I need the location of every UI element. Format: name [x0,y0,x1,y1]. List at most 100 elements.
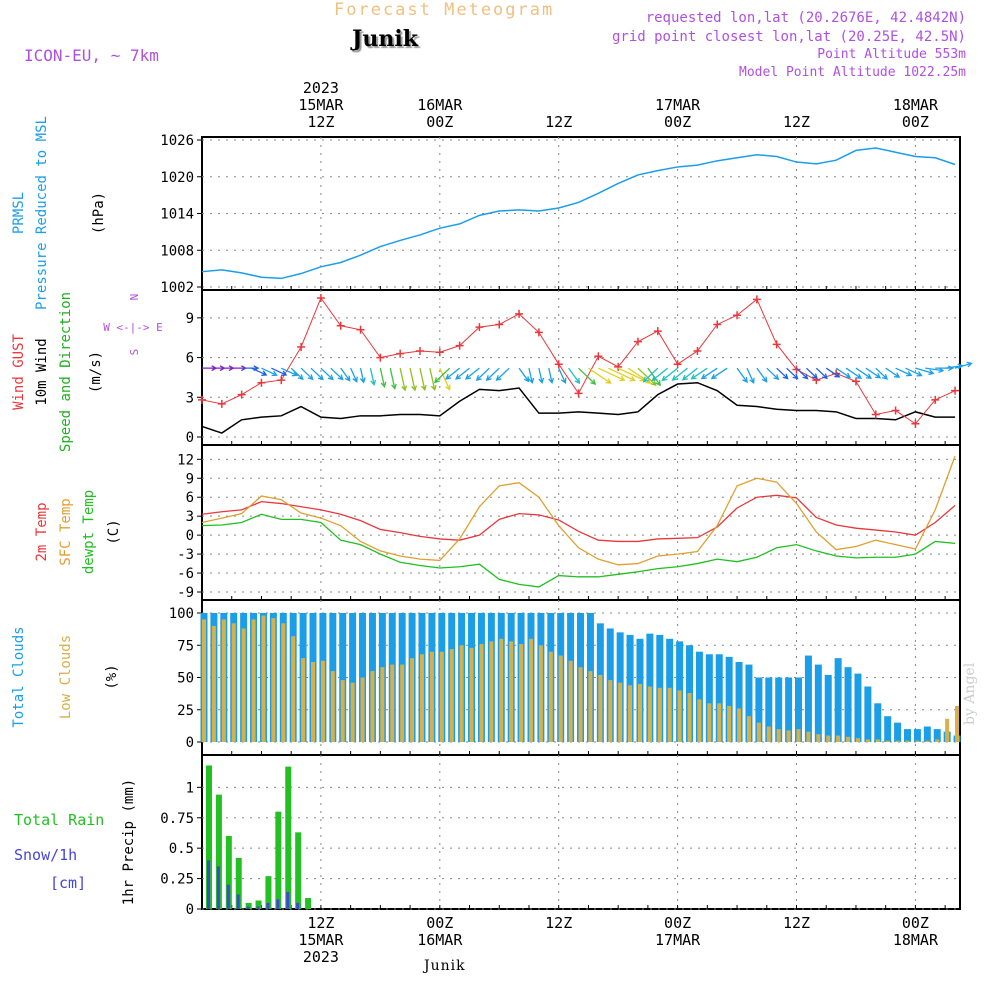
bar-rain [255,900,262,909]
bar-low-clouds [528,638,533,742]
bar-low-clouds [766,726,771,742]
wind-arrow [548,368,555,385]
bar-low-clouds [439,651,444,742]
panel-frame [201,754,961,910]
wind-arrow [518,367,530,383]
bar-total-clouds [834,658,842,742]
wind-arrow [464,367,480,380]
bar-low-clouds [935,739,940,742]
label-clouds-unit: (%) [104,664,120,689]
wind-arrow [607,367,636,382]
gust-marker [772,340,781,349]
time-label-bottom: 12Z [307,914,334,932]
gust-marker [396,349,405,358]
wind-arrow [485,367,500,382]
bar-total-clouds [715,654,723,742]
y-tick-label: 0 [186,735,194,751]
bar-low-clouds [410,658,415,742]
time-label-bottom: 00Z [664,914,691,932]
y-tick-label: 1008 [160,243,194,259]
wind-arrow [710,367,728,380]
bar-snow [286,891,290,909]
wind-arrow [700,367,718,380]
wind-arrow [419,368,427,392]
compass-we: W <-|-> E [103,321,163,334]
gridpoint-coords: grid point closest lon,lat (20.25E, 42.5… [611,29,966,45]
gust-marker [792,365,801,374]
gust-marker [752,295,761,304]
gust-marker [693,346,702,355]
time-label-bottom: 16MAR [417,931,463,949]
bar-low-clouds [211,625,216,742]
bar-total-clouds [795,677,803,742]
bar-rain [305,898,312,909]
wind-arrow [885,367,901,378]
compass-n: N [128,294,141,301]
bar-snow [246,906,250,909]
gust-marker [534,328,543,337]
time-label-bottom: 12Z [545,914,572,932]
wind-arrow [661,367,679,382]
bar-low-clouds [637,683,642,742]
wind-arrow [379,368,387,388]
gust-marker [614,362,623,371]
wind-arrow [935,365,955,372]
wind-arrow [359,368,366,384]
gust-marker [871,410,880,419]
bar-low-clouds [786,730,791,742]
bar-snow [216,866,220,909]
gust-marker [257,378,266,387]
y-tick-label: 0.25 [160,872,194,888]
bar-low-clouds [885,740,890,742]
bar-low-clouds [816,734,821,742]
wind-arrow [310,367,324,381]
series-dewpt-line [201,513,956,588]
bar-snow [207,860,210,909]
bar-total-clouds [864,686,872,742]
wind-arrow [528,368,535,385]
bar-total-clouds [933,729,941,742]
compass-s: S [128,349,141,356]
gust-marker [297,342,306,351]
label-sfc-temp: SFC Temp [58,498,74,565]
time-label-top: 17MAR [655,96,701,114]
label-total-rain: Total Rain [14,811,104,829]
gust-marker [633,337,642,346]
bar-low-clouds [796,729,801,742]
bar-total-clouds [804,655,812,742]
bar-low-clouds [400,664,405,742]
wind-arrow [766,367,780,381]
bar-rain [225,836,232,909]
bar-total-clouds [725,656,733,742]
wind-arrow [389,368,397,390]
gust-marker [574,389,583,398]
time-label-bottom: 2023 [303,948,339,966]
time-label-top: 00Z [902,113,929,131]
bar-low-clouds [598,674,603,742]
bar-low-clouds [697,699,702,742]
wind-arrow [399,368,408,392]
wind-arrow [280,367,299,377]
wind-arrow [776,367,789,380]
bar-total-clouds [854,673,862,742]
model-altitude: Model Point Altitude 1022.25m [739,65,966,80]
bar-rain [295,832,302,909]
bar-total-clouds [785,677,793,742]
label-speed-direction: Speed and Direction [58,292,74,452]
bar-low-clouds [955,705,960,742]
wind-arrow [815,367,828,380]
y-tick-label: 100 [169,606,194,622]
bar-low-clouds [608,680,613,742]
wind-arrow [651,367,669,382]
y-tick-label: 75 [177,638,194,654]
label-prmsl: PRMSL [11,192,27,234]
wind-arrow [642,367,659,383]
gust-marker [415,346,424,355]
bar-rain [215,794,222,909]
wind-arrow [558,367,567,385]
gust-marker [515,309,524,318]
model-label: ICON-EU, ~ 7km [24,46,159,65]
gust-marker [316,294,325,302]
bar-total-clouds [913,729,921,742]
bar-rain [235,857,242,909]
